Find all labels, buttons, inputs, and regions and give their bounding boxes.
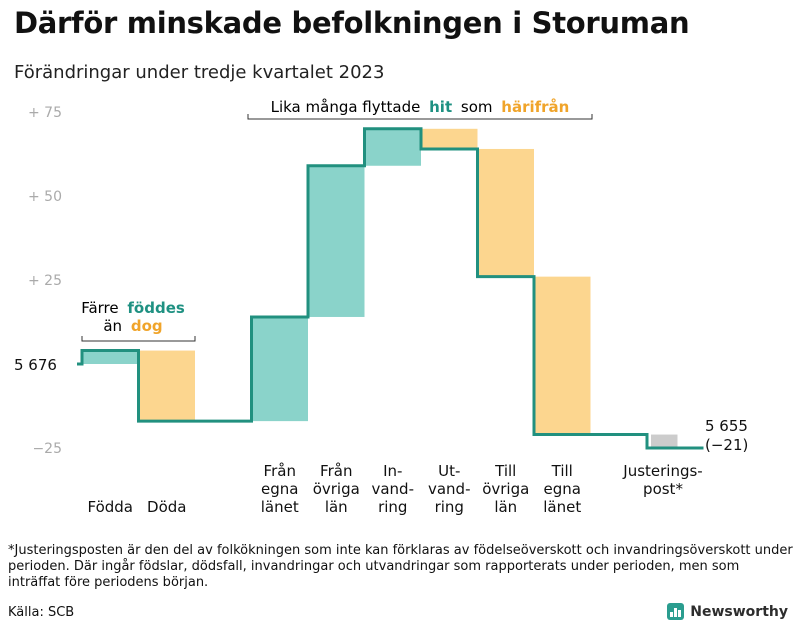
y-tick-label-1: + 50 <box>28 189 62 205</box>
bar-döda <box>138 350 195 422</box>
start-value-label: 5 676 <box>14 356 57 374</box>
waterfall-chart: + 75 + 50 + 25 −25 Födda Döda Från egna länet Fr… <box>14 98 748 516</box>
end-change-label: (−21) <box>705 436 748 454</box>
annotation-died-text: än <box>103 317 122 335</box>
bar-från-övriga-län <box>308 165 365 317</box>
source-label: Källa: SCB <box>8 605 75 620</box>
chart-title: Därför minskade befolkningen i Storuman <box>14 6 690 40</box>
bar-invandring <box>364 128 421 166</box>
annotation-moves-highlight-in: hit <box>429 98 452 116</box>
x-label-3: Från övriga län <box>313 462 360 516</box>
annotation-moves-mid: som <box>461 98 493 116</box>
chart-subtitle: Förändringar under tredje kvartalet 2023 <box>14 62 385 83</box>
brand-name: Newsworthy <box>690 603 788 620</box>
svg-text:Färre föddes: Färre föddes <box>81 299 185 317</box>
annotation-moves: Lika många flyttade hit som härifrån <box>247 98 593 120</box>
bar-födda <box>82 350 139 364</box>
annotation-died-highlight: dog <box>131 317 163 335</box>
x-label-1: Döda <box>147 498 186 516</box>
x-label-8: Justerings-post* <box>622 462 702 498</box>
bar-från-egna-länet <box>251 316 308 422</box>
annotation-moves-text: Lika många flyttade <box>271 98 421 116</box>
annotation-born-text: Färre <box>81 299 118 317</box>
svg-text:Lika många flyttade hit: Lika många flyttade hit som härifrån <box>271 98 570 116</box>
annotation-born-died: Färre föddes än dog <box>81 299 196 342</box>
x-label-6: Till övriga län <box>482 462 529 516</box>
y-tick-label-0: + 75 <box>28 105 62 121</box>
bar-till-övriga-län <box>477 148 534 277</box>
brand-logo: Newsworthy <box>667 603 788 620</box>
y-tick-label-2: + 25 <box>28 273 62 289</box>
running-total-line <box>77 127 704 450</box>
bar-chart-icon <box>667 603 685 620</box>
footnote: *Justeringsposten är den del av folkökni… <box>8 543 793 590</box>
end-value-label: 5 655 <box>705 417 748 435</box>
x-label-7: Till egna länet <box>543 462 581 516</box>
x-label-4: In-vand-ring <box>371 462 414 516</box>
bar-till-egna-länet <box>534 276 591 435</box>
annotation-born-highlight: föddes <box>127 299 184 317</box>
x-label-0: Födda <box>87 498 133 516</box>
annotation-moves-highlight-out: härifrån <box>501 98 569 116</box>
annotation-moves-bracket <box>247 114 593 120</box>
svg-text:än dog: än dog <box>103 317 162 335</box>
bar-justeringspost <box>651 434 678 448</box>
y-tick-label-3: −25 <box>32 441 62 457</box>
x-label-2: Från egna länet <box>261 462 299 516</box>
bar-utvandring <box>421 128 478 149</box>
annotation-born-died-bracket <box>81 336 196 342</box>
x-label-5: Ut-vand-ring <box>428 462 471 516</box>
